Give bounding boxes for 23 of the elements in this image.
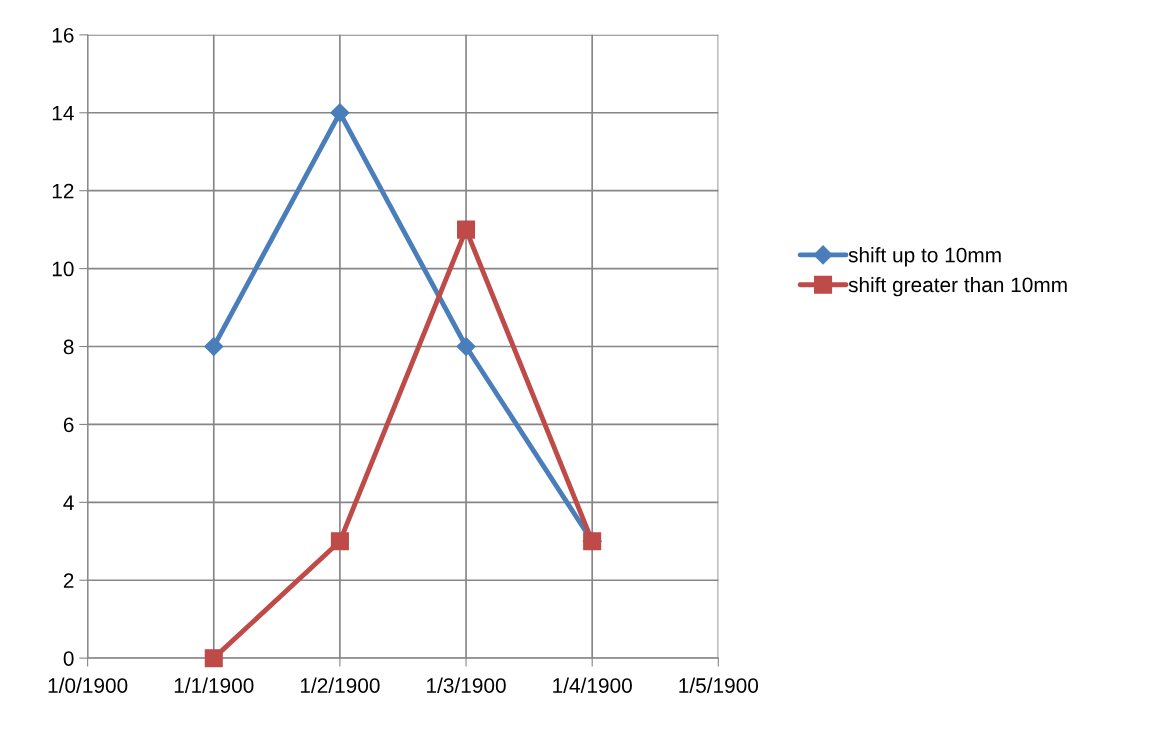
- y-tick-label: 6: [63, 417, 74, 433]
- point: [330, 103, 350, 123]
- y-tick-label: 0: [63, 651, 74, 666]
- y-tick-label: 16: [52, 27, 74, 43]
- y-tick-label: 10: [52, 261, 74, 277]
- x-tick-label: 1/1/1900: [174, 677, 254, 693]
- x-tick-label: 1/0/1900: [48, 677, 128, 693]
- point: [330, 532, 349, 551]
- point: [456, 336, 476, 357]
- x-tick-label: 1/4/1900: [553, 677, 632, 693]
- point: [457, 220, 476, 239]
- y-tick-label: 14: [52, 106, 74, 121]
- x-tick-label: 1/5/1900: [679, 677, 759, 693]
- point: [204, 336, 224, 357]
- y-tick-label: 4: [63, 495, 74, 510]
- y-tick-label: 8: [63, 339, 74, 355]
- legend-label: shift greater than 10mm: [848, 276, 1067, 297]
- point: [204, 649, 223, 668]
- y-tick-label: 2: [63, 573, 74, 588]
- legend-label: shift up to 10mm: [848, 247, 1001, 267]
- x-tick-label: 1/2/1900: [300, 677, 380, 693]
- y-tick-label: 12: [52, 183, 74, 199]
- x-tick-label: 1/3/1900: [427, 677, 506, 693]
